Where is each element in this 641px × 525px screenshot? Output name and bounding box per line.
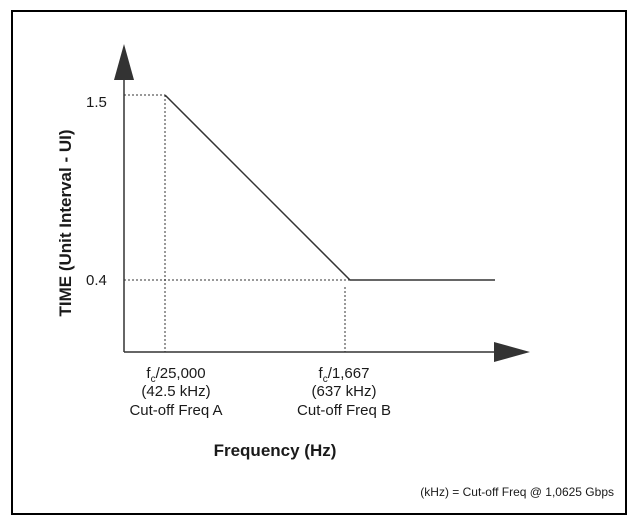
y-tick-0-4: 0.4	[86, 272, 107, 289]
cutoff-a-frequency: fc/25,000	[146, 365, 205, 385]
x-axis-arrowhead	[494, 342, 530, 362]
cutoff-b-label: Cut-off Freq B	[297, 402, 391, 419]
cutoff-a-label: Cut-off Freq A	[129, 402, 222, 419]
y-axis-title: TIME (Unit Interval - UI)	[56, 130, 75, 317]
x-axis-title: Frequency (Hz)	[214, 441, 337, 460]
y-tick-1-5: 1.5	[86, 94, 107, 111]
cutoff-b-khz: (637 kHz)	[311, 383, 376, 400]
diagram-frame	[11, 10, 627, 515]
footnote: (kHz) = Cut-off Freq @ 1,0625 Gbps	[420, 485, 614, 499]
cutoff-b-frequency: fc/1,667	[319, 365, 370, 385]
tolerance-curve	[164, 94, 495, 281]
cutoff-a-khz: (42.5 kHz)	[141, 383, 210, 400]
y-axis-arrowhead	[114, 44, 134, 80]
